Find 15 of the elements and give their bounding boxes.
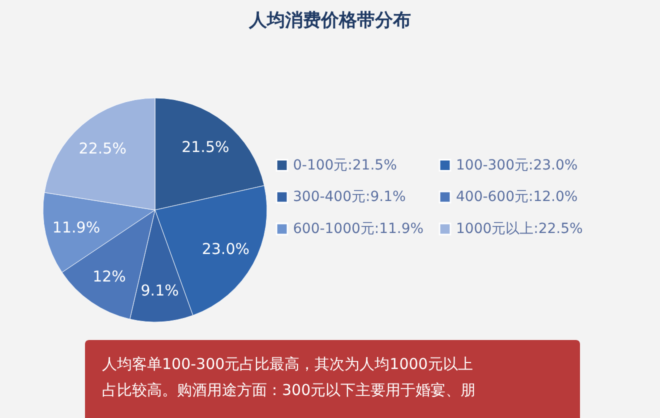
legend-label: 0-100元:21.5% [293, 157, 397, 174]
legend-label: 1000元以上:22.5% [456, 221, 583, 237]
data-label: 9.1% [140, 281, 179, 300]
data-label: 11.9% [52, 218, 100, 236]
chart-title: 人均消费价格带分布 [248, 10, 411, 31]
legend-label: 400-600元:12.0% [456, 189, 578, 205]
data-label: 21.5% [182, 138, 230, 156]
legend-label: 300-400元:9.1% [293, 189, 406, 205]
legend-label: 600-1000元:11.9% [293, 221, 424, 237]
data-label: 23.0% [202, 240, 250, 258]
text: 占比较高。购酒用途方面：300元以下主要用于婚宴、朋 [102, 381, 476, 399]
data-label: 12% [92, 267, 126, 286]
data-label: 22.5% [78, 140, 126, 158]
text: 人均客单100-300元占比最高，其次为人均1000元以上 [102, 355, 473, 373]
legend-label: 100-300元:23.0% [456, 157, 578, 174]
